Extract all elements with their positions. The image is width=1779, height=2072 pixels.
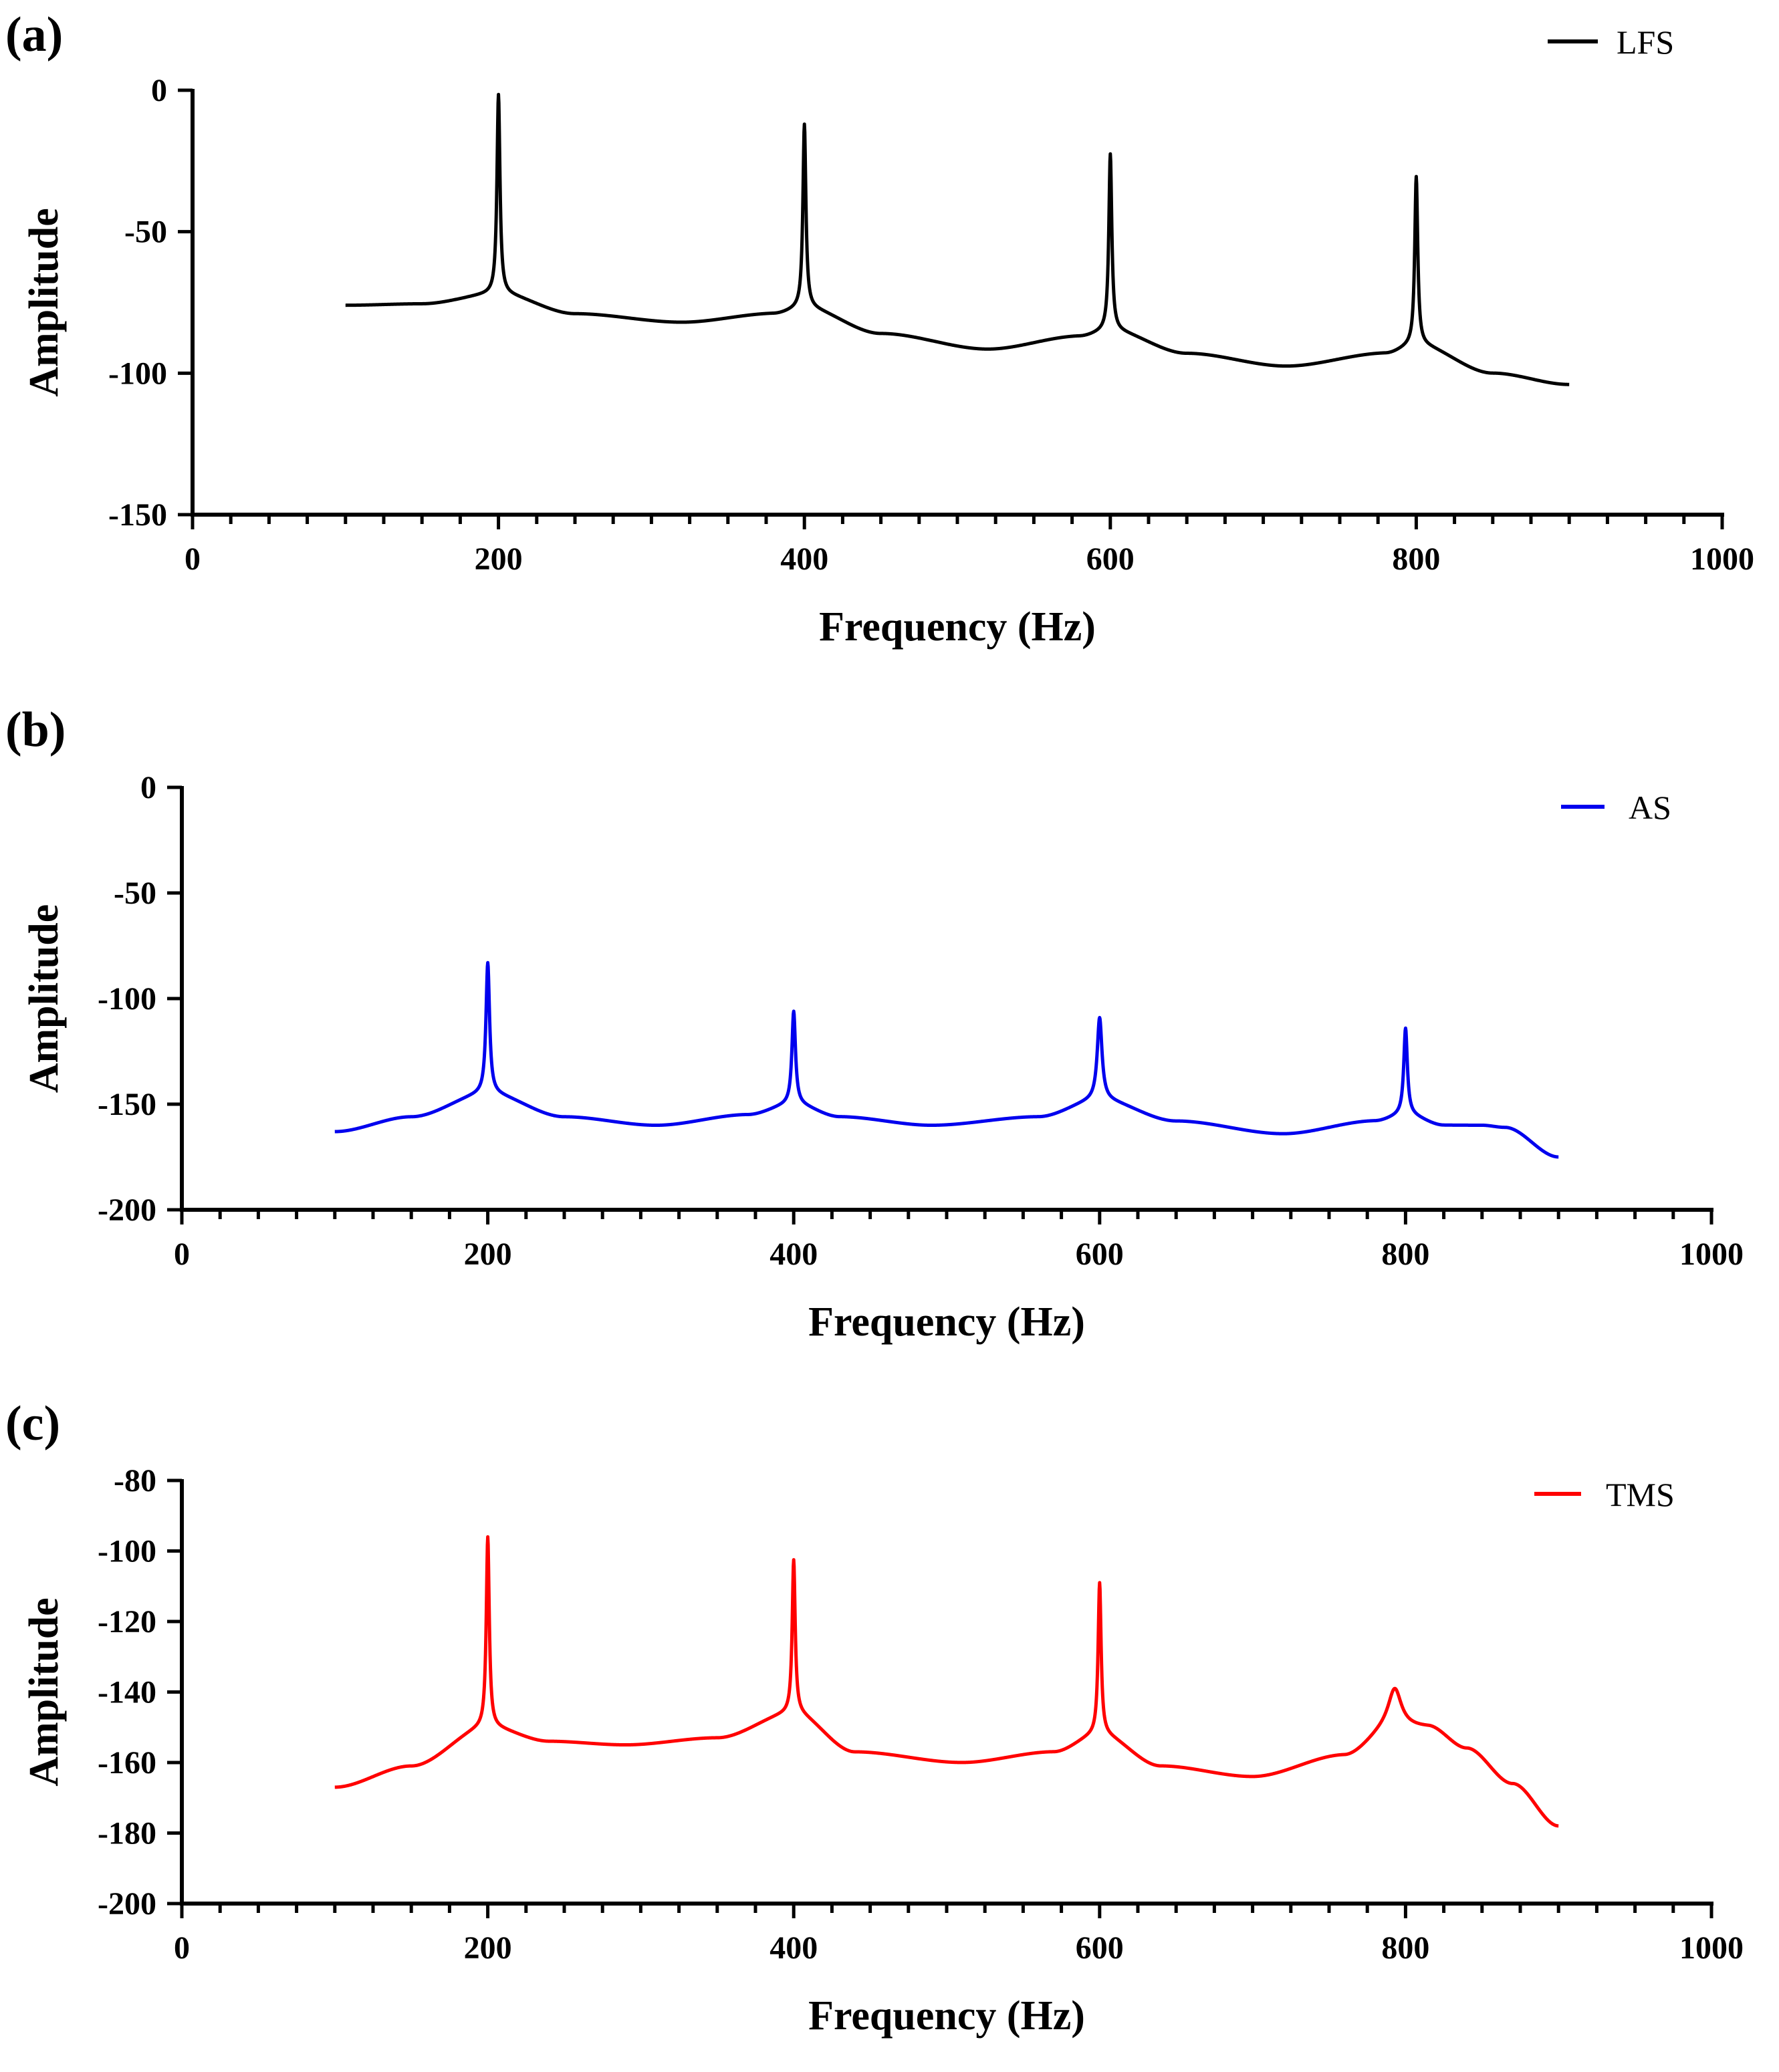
y-tick-label: 0 [140, 770, 156, 805]
y-tick-label: -150 [98, 1087, 156, 1122]
y-tick-label: -80 [114, 1463, 156, 1499]
y-tick-label: -100 [98, 1534, 156, 1569]
panel-label: (c) [5, 1396, 60, 1451]
series-line-as [333, 960, 1560, 1159]
x-tick-label: 1000 [1690, 541, 1754, 577]
y-tick-label: -100 [98, 981, 156, 1017]
x-tick-label: 800 [1381, 1237, 1429, 1272]
legend: LFS [1548, 23, 1674, 61]
y-tick-label: -100 [108, 356, 167, 391]
y-tick-label: -150 [108, 497, 167, 533]
y-tick-label: -50 [114, 876, 156, 911]
y-tick-label: -200 [98, 1192, 156, 1228]
y-tick-label: -140 [98, 1675, 156, 1710]
chart-panel-0: (a) 0 200 400 600 800 1000 0 -50 -100 -150 Frequenc… [5, 7, 1754, 650]
legend-label: TMS [1606, 1476, 1675, 1513]
x-tick-label: 1000 [1679, 1237, 1744, 1272]
x-axis-title: Frequency (Hz) [819, 604, 1096, 650]
x-tick-label: 800 [1381, 1930, 1429, 1966]
y-tick-label: -160 [98, 1745, 156, 1781]
x-tick-label: 400 [769, 1930, 818, 1966]
x-tick-label: 600 [1076, 1237, 1124, 1272]
y-axis-title: Amplitude [21, 208, 67, 396]
chart-panel-1: (b) 0 200 400 600 800 1000 0 -50 -100 -150 -200 Freq… [5, 702, 1744, 1345]
x-tick-label: 0 [174, 1237, 190, 1272]
x-tick-label: 400 [780, 541, 828, 577]
x-tick-label: 200 [475, 541, 523, 577]
panel-label: (b) [5, 702, 66, 757]
x-axis-title: Frequency (Hz) [808, 1993, 1085, 2039]
series-line-lfs [344, 92, 1571, 386]
x-axis-title: Frequency (Hz) [808, 1299, 1085, 1345]
y-axis-title: Amplitude [21, 1597, 67, 1786]
x-tick-label: 600 [1076, 1930, 1124, 1966]
x-tick-label: 0 [185, 541, 201, 577]
y-tick-label: -180 [98, 1816, 156, 1851]
x-tick-label: 600 [1086, 541, 1135, 577]
x-tick-label: 200 [464, 1930, 512, 1966]
legend: TMS [1534, 1476, 1675, 1513]
y-tick-label: -120 [98, 1604, 156, 1640]
y-tick-label: -200 [98, 1886, 156, 1922]
legend-label: LFS [1617, 23, 1674, 61]
legend-label: AS [1629, 789, 1671, 826]
chart-panel-2: (c) 0 200 400 600 800 1000 -80 -100 -120 -140 -160 -… [5, 1396, 1744, 2039]
x-tick-label: 800 [1392, 541, 1440, 577]
x-tick-label: 1000 [1679, 1930, 1744, 1966]
x-tick-label: 0 [174, 1930, 190, 1966]
y-tick-label: -50 [124, 215, 167, 250]
x-tick-label: 200 [464, 1237, 512, 1272]
y-axis-title: Amplitude [21, 904, 67, 1093]
y-tick-label: 0 [151, 73, 167, 108]
x-tick-label: 400 [769, 1237, 818, 1272]
panel-label: (a) [5, 7, 63, 62]
legend: AS [1561, 789, 1671, 826]
series-line-tms [333, 1535, 1560, 1828]
